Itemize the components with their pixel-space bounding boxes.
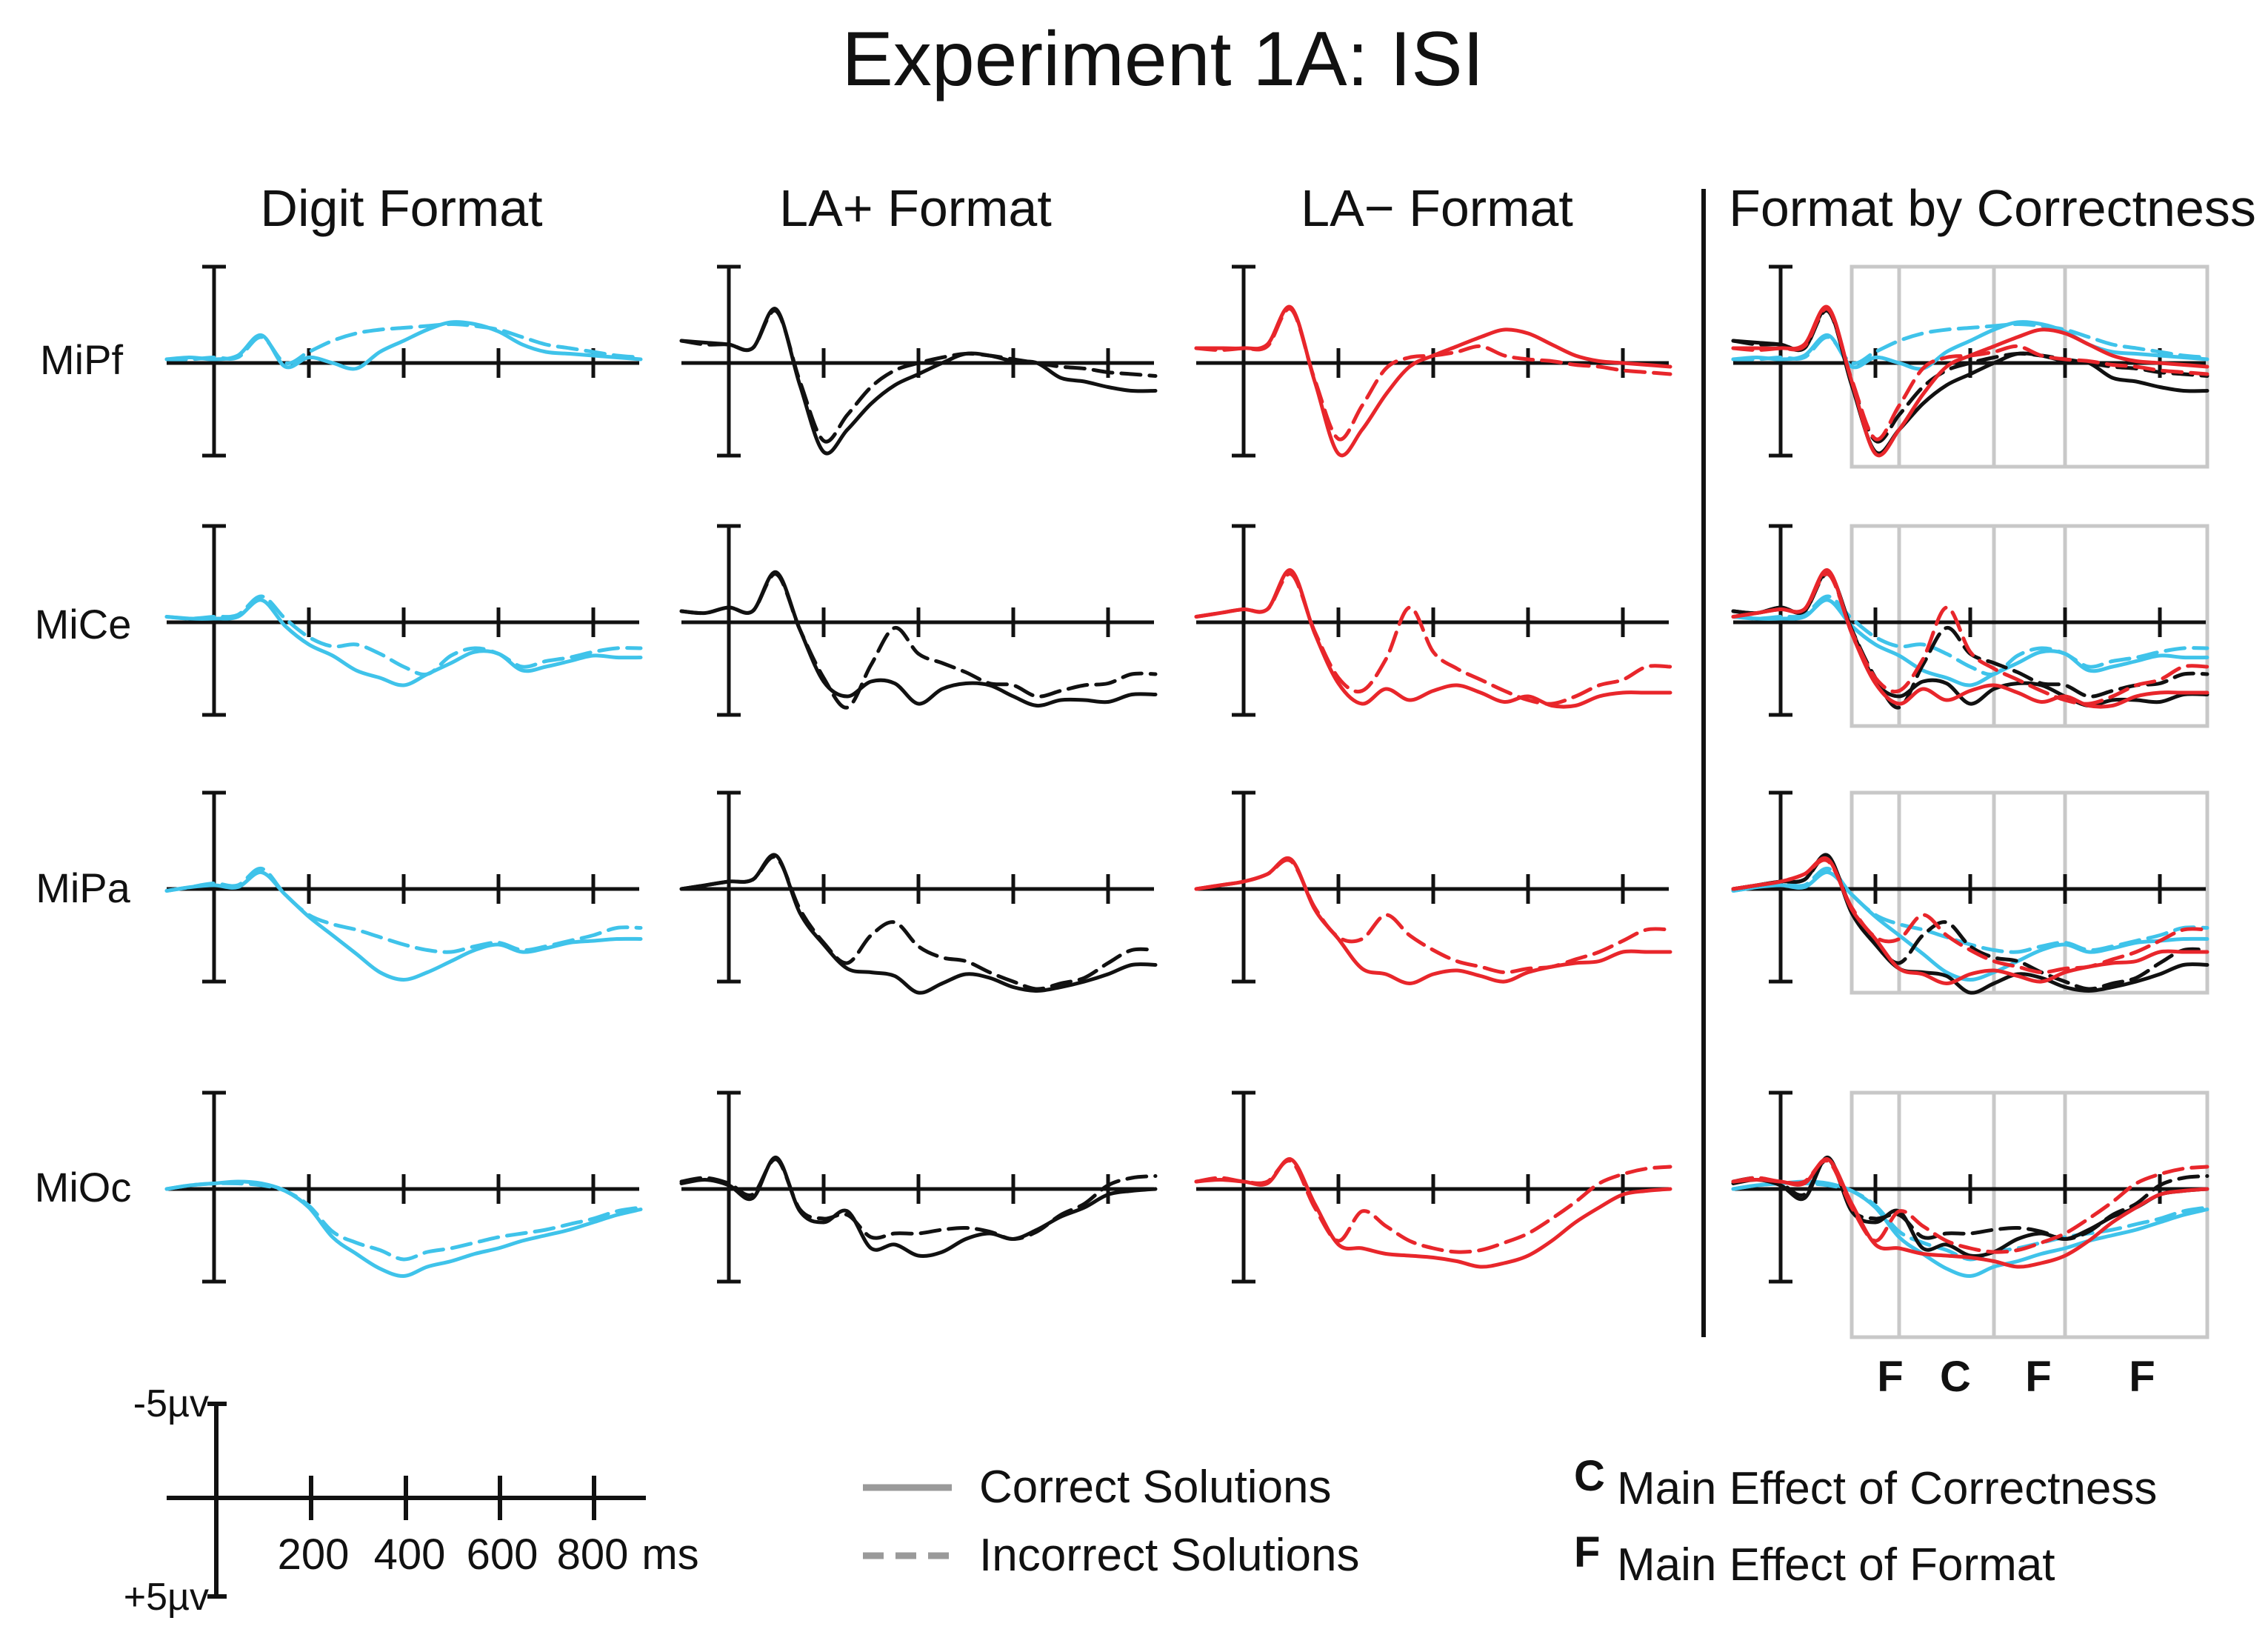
scale-x-label-200: 200 — [278, 1531, 350, 1579]
waveform-digit-mipa-digit-incorrect — [164, 866, 643, 954]
waveform-laplus-mipa-laplus-incorrect — [679, 855, 1158, 991]
scale-x-label-400: 400 — [374, 1531, 446, 1579]
column-title-la-plus: LA+ Format — [779, 179, 1052, 237]
waveform-overlay-mipa-laminus-correct — [1731, 856, 2209, 985]
scale-y-top-label: -5µv — [133, 1382, 209, 1425]
waveform-laplus-mice-laplus-incorrect — [679, 572, 1158, 710]
waveform-digit-mipf-digit-incorrect — [164, 322, 643, 365]
scale-bar — [167, 1402, 646, 1599]
waveform-overlay-mipf-laplus-correct — [1731, 307, 2209, 456]
effect-marker-4: F — [2129, 1353, 2155, 1401]
waveform-laminus-mipa-laminus-correct — [1194, 856, 1672, 985]
waveform-overlay-mipf-digit-correct — [1731, 320, 2209, 371]
legend-effect-letter-f: F — [1574, 1528, 1600, 1576]
waveform-laplus-mipf-laplus-correct — [679, 307, 1158, 456]
waveform-overlay-mioc-laplus-incorrect — [1731, 1157, 2209, 1241]
scale-x-label-600: 600 — [467, 1531, 538, 1579]
waveform-overlay-mipa-laminus-incorrect — [1731, 858, 2209, 975]
effect-box-mioc — [1850, 1090, 2209, 1339]
waveform-overlay-mioc-laminus-incorrect — [1731, 1159, 2209, 1254]
electrode-label-mipf: MiPf — [40, 336, 123, 383]
electrode-label-mipa: MiPa — [36, 865, 130, 911]
waveform-laminus-mioc-laminus-incorrect — [1194, 1159, 1672, 1254]
legend-effect-letter-c: C — [1574, 1452, 1605, 1500]
legend-effect-label-f: Main Effect of Format — [1617, 1539, 2055, 1591]
column-title-digit: Digit Format — [260, 179, 542, 237]
waveform-laminus-mipf-laminus-incorrect — [1194, 307, 1672, 442]
column-title-format-by-correctness: Format by Correctness — [1729, 179, 2256, 237]
waveform-overlay-mioc-laminus-correct — [1731, 1157, 2209, 1269]
waveform-digit-mipf-digit-correct — [164, 320, 643, 371]
electrode-label-mioc: MiOc — [35, 1164, 132, 1210]
waveform-overlay-mipa-digit-incorrect — [1731, 866, 2209, 954]
waveform-laplus-mipf-laplus-incorrect — [679, 308, 1158, 444]
waveform-overlay-mice-digit-correct — [1731, 598, 2209, 687]
waveform-digit-mioc-digit-incorrect — [164, 1181, 643, 1262]
effect-marker-3: F — [2025, 1353, 2051, 1401]
waveform-digit-mice-digit-correct — [164, 598, 643, 687]
plot-area — [164, 264, 2209, 1339]
scale-x-unit-label: ms — [641, 1531, 698, 1579]
waveform-laminus-mice-laminus-incorrect — [1194, 572, 1672, 706]
effect-box-mipa — [1850, 790, 2209, 995]
waveform-overlay-mice-digit-incorrect — [1731, 594, 2209, 676]
waveform-laplus-mioc-laplus-incorrect — [679, 1157, 1158, 1241]
waveform-overlay-mipf-digit-incorrect — [1731, 322, 2209, 365]
waveform-overlay-mipf-laminus-incorrect — [1731, 307, 2209, 442]
electrode-label-mice: MiCe — [35, 601, 132, 647]
legend-incorrect-label: Incorrect Solutions — [979, 1530, 1359, 1581]
waveform-overlay-mice-laplus-incorrect — [1731, 572, 2209, 710]
legend-effect-label-c: Main Effect of Correctness — [1617, 1463, 2157, 1514]
column-title-la-minus: LA− Format — [1301, 179, 1573, 237]
waveform-digit-mice-digit-incorrect — [164, 594, 643, 676]
waveform-laminus-mipf-laminus-correct — [1194, 304, 1672, 458]
waveform-digit-mioc-digit-correct — [164, 1179, 643, 1279]
waveform-laminus-mioc-laminus-correct — [1194, 1157, 1672, 1269]
waveform-laplus-mioc-laplus-correct — [679, 1156, 1158, 1258]
figure-title: Experiment 1A: ISI — [841, 16, 1484, 102]
waveform-overlay-mipa-laplus-incorrect — [1731, 855, 2209, 991]
scale-y-bottom-label: +5µv — [124, 1576, 209, 1619]
scale-x-label-800: 800 — [557, 1531, 629, 1579]
legend-correct-label: Correct Solutions — [979, 1462, 1332, 1513]
waveform-overlay-mice-laminus-incorrect — [1731, 572, 2209, 706]
effect-marker-1: F — [1877, 1353, 1903, 1401]
effect-marker-2: C — [1940, 1353, 1971, 1401]
waveform-laminus-mipa-laminus-incorrect — [1194, 858, 1672, 975]
